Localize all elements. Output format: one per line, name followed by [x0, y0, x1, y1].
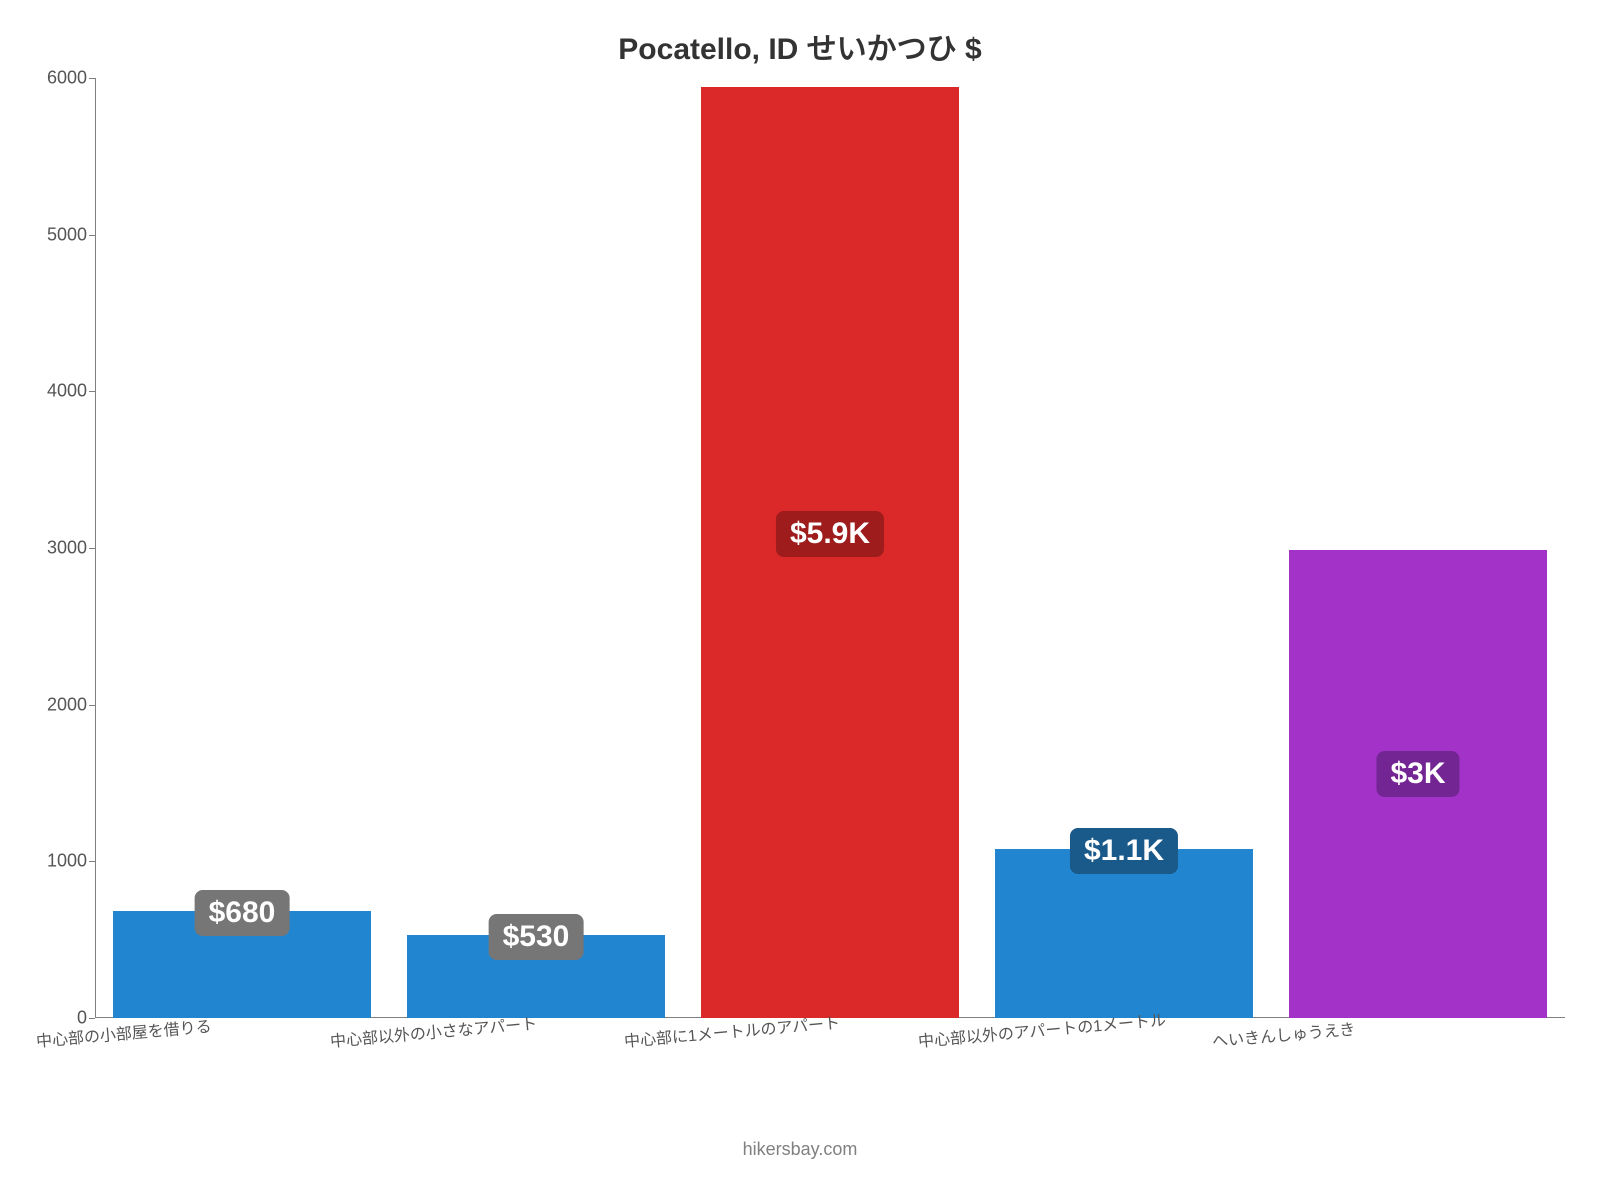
- y-tick-label: 3000: [47, 538, 95, 559]
- chart-title: Pocatello, ID せいかつひ $: [0, 24, 1600, 68]
- y-tick-mark: [89, 705, 95, 706]
- bar: [995, 849, 1254, 1018]
- x-tick-label: 中心部の小部屋を借りる: [35, 1013, 212, 1052]
- y-tick-label: 1000: [47, 851, 95, 872]
- y-tick-label: 6000: [47, 68, 95, 89]
- bar-value-label: $530: [489, 914, 584, 960]
- y-tick-label: 2000: [47, 694, 95, 715]
- plot-area: 0100020003000400050006000$680中心部の小部屋を借りる…: [95, 78, 1565, 1018]
- y-tick-label: 4000: [47, 381, 95, 402]
- y-tick-mark: [89, 1018, 95, 1019]
- bar-value-label: $680: [195, 890, 290, 936]
- y-tick-mark: [89, 235, 95, 236]
- attribution-text: hikersbay.com: [0, 1139, 1600, 1160]
- chart-container: Pocatello, ID せいかつひ $ 010002000300040005…: [0, 0, 1600, 1200]
- bar-value-label: $5.9K: [776, 511, 884, 557]
- y-tick-mark: [89, 861, 95, 862]
- bar-value-label: $3K: [1376, 751, 1459, 797]
- y-tick-label: 5000: [47, 224, 95, 245]
- bar-value-label: $1.1K: [1070, 828, 1178, 874]
- x-tick-label: へいきんしゅうえき: [1211, 1015, 1356, 1051]
- y-tick-mark: [89, 78, 95, 79]
- y-tick-mark: [89, 548, 95, 549]
- y-axis: [95, 78, 96, 1018]
- y-tick-mark: [89, 391, 95, 392]
